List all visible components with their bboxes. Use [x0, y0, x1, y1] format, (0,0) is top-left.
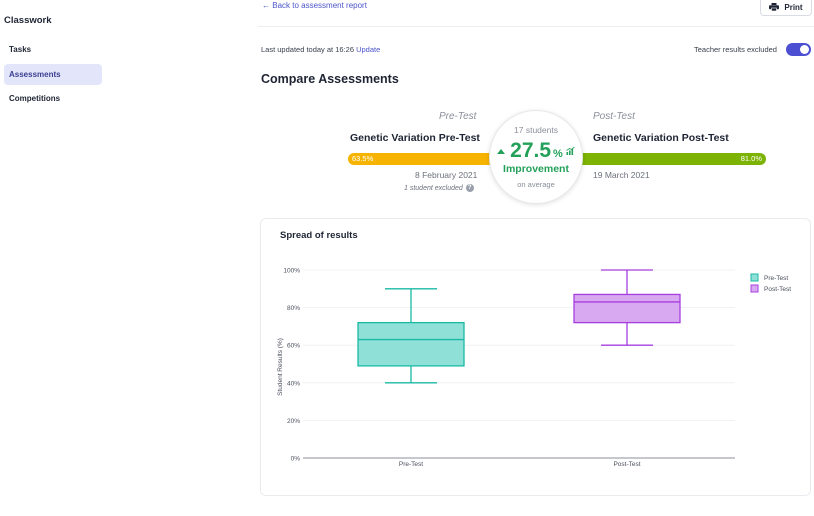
update-link[interactable]: Update	[356, 45, 381, 54]
back-link-label: Back to assessment report	[272, 1, 367, 10]
post-test-caption: Post-Test	[593, 111, 635, 122]
sidebar-item-tasks[interactable]: Tasks	[9, 45, 32, 54]
pre-test-name: Genetic Variation Pre-Test	[350, 132, 480, 144]
pre-test-caption: Pre-Test	[439, 111, 477, 122]
trend-up-icon	[566, 147, 575, 155]
y-tick-label: 0%	[291, 456, 301, 463]
post-test-name: Genetic Variation Post-Test	[593, 132, 729, 144]
post-test-box	[573, 293, 681, 324]
sidebar-item-competitions[interactable]: Competitions	[9, 94, 61, 103]
y-tick-label: 60%	[287, 343, 300, 350]
sidebar-item-assessments[interactable]: Assessments	[4, 64, 102, 85]
print-button[interactable]: Print	[760, 0, 812, 16]
pre-test-score-bar: 63.5%	[348, 153, 508, 165]
excluded-note-text: 1 student excluded	[404, 184, 463, 192]
y-tick-label: 40%	[287, 380, 300, 387]
improvement-number: 27.5	[510, 139, 552, 162]
spread-card: Spread of results 0% 20% 40% 60% 80% 100% Stud…	[260, 218, 811, 496]
help-icon[interactable]: ?	[465, 184, 474, 192]
page-title: Compare Assessments	[261, 72, 399, 86]
toggle-knob	[800, 45, 809, 54]
last-updated-text: Last updated today at 16:26	[261, 45, 354, 54]
divider	[258, 26, 814, 27]
improvement-value: 27.5 %	[490, 139, 582, 163]
legend-label: Post-Test	[764, 286, 791, 293]
triangle-up-icon	[497, 148, 506, 154]
back-link[interactable]: ← Back to assessment report	[262, 1, 367, 10]
last-updated: Last updated today at 16:26 Update	[261, 45, 380, 54]
y-tick-label: 20%	[287, 418, 300, 425]
x-tick-label: Post-Test	[613, 461, 640, 468]
x-tick-label: Pre-Test	[399, 461, 423, 468]
student-count: 17 students	[514, 125, 558, 135]
pre-test-date: 8 February 2021	[415, 170, 478, 180]
y-tick-label: 100%	[283, 268, 300, 275]
y-axis-label: Student Results (%)	[277, 338, 284, 396]
legend-swatch	[750, 284, 759, 293]
post-test-date: 19 March 2021	[593, 170, 650, 180]
post-test-score-bar: 81.0%	[572, 153, 766, 165]
arrow-left-icon: ←	[262, 1, 270, 10]
improvement-unit: %	[553, 148, 563, 160]
improvement-summary: 17 students 27.5 % Improvement on averag…	[489, 110, 583, 204]
teacher-results-label: Teacher results excluded	[694, 45, 777, 54]
sidebar-title: Classwork	[4, 15, 52, 26]
improvement-label: Improvement	[503, 163, 569, 175]
sidebar: Classwork Tasks Assessments Competitions	[0, 0, 110, 516]
improvement-sub: on average	[517, 180, 555, 189]
chart-title: Spread of results	[280, 230, 358, 241]
print-label: Print	[784, 2, 803, 12]
teacher-results-toggle[interactable]	[786, 43, 811, 56]
pre-test-box	[357, 321, 465, 367]
box-plot-chart: 0% 20% 40% 60% 80% 100% Student Results (%) Pre…	[277, 268, 791, 469]
legend-label: Pre-Test	[764, 275, 788, 282]
y-tick-label: 80%	[287, 305, 300, 312]
legend-swatch	[750, 273, 759, 282]
printer-icon	[769, 3, 780, 11]
excluded-note: 1 student excluded ?	[404, 184, 474, 192]
